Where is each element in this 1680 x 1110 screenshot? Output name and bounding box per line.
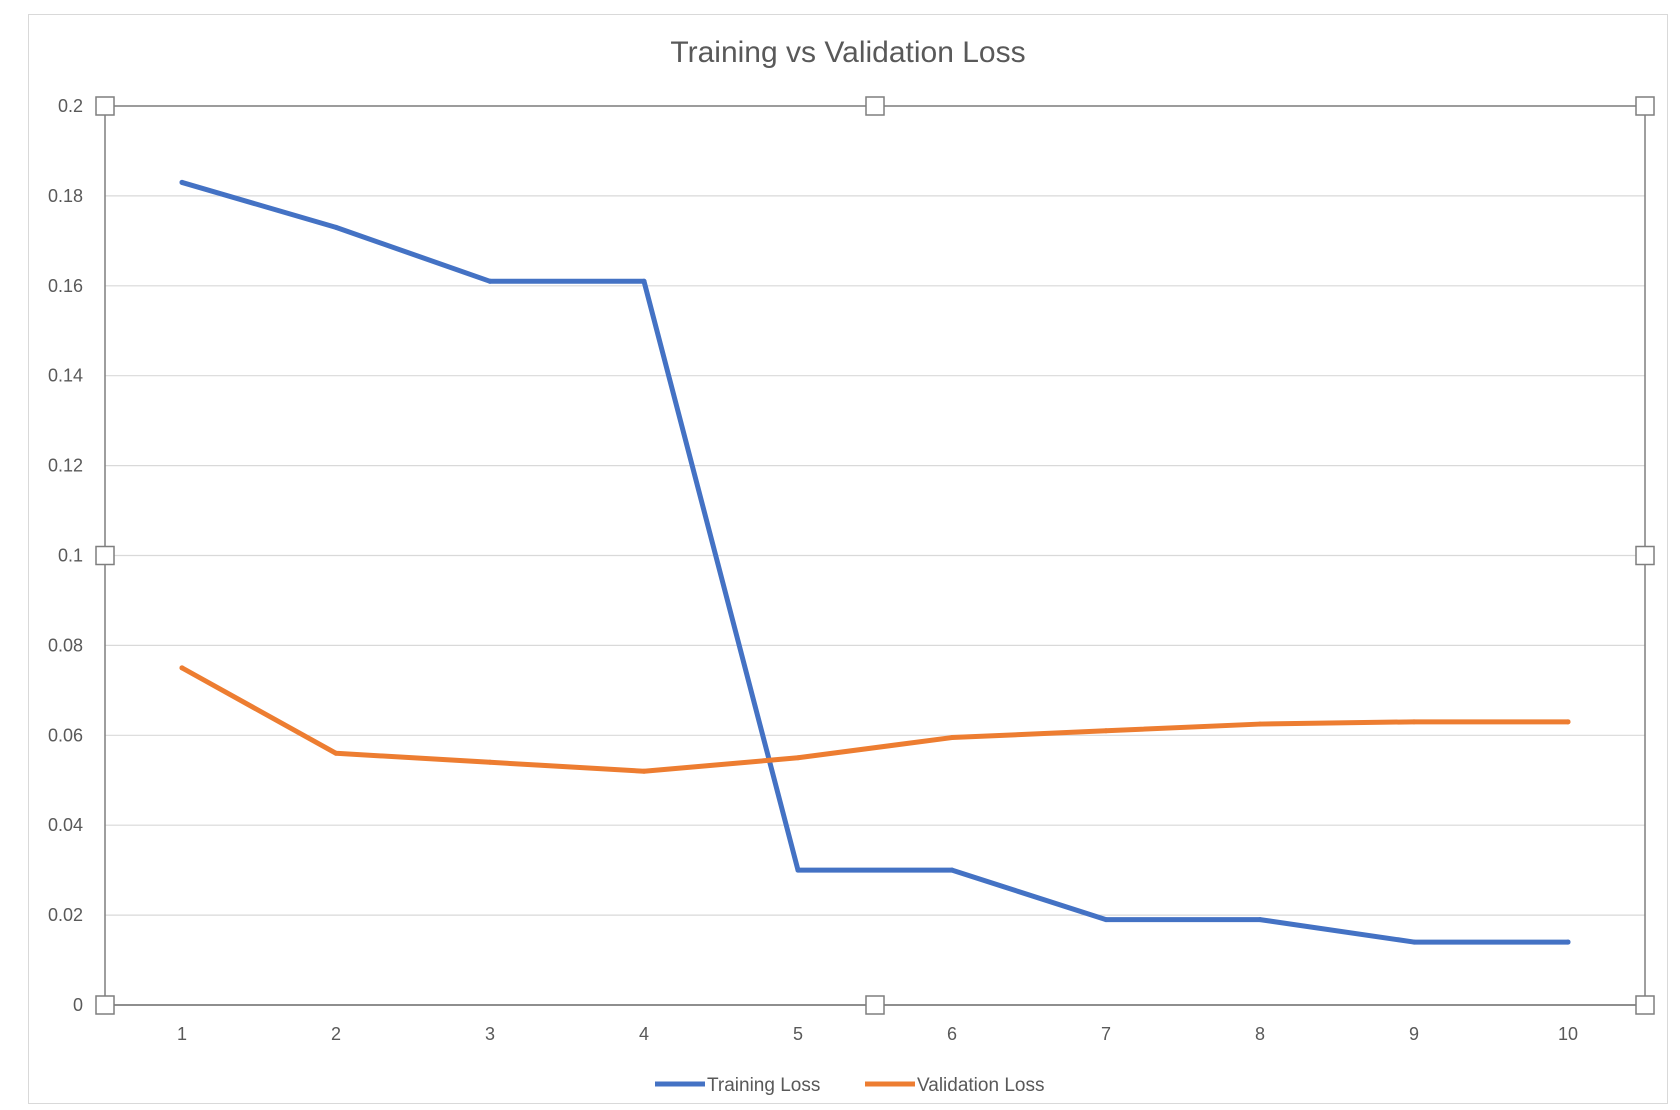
y-tick-label: 0.02: [48, 905, 83, 925]
y-tick-label: 0.18: [48, 186, 83, 206]
resize-handle[interactable]: [865, 995, 885, 1015]
data-point[interactable]: [949, 867, 955, 873]
y-tick-label: 0: [73, 995, 83, 1015]
y-tick-label: 0.16: [48, 276, 83, 296]
x-tick-label: 1: [177, 1024, 187, 1044]
y-tick-label: 0.06: [48, 725, 83, 745]
resize-handle[interactable]: [95, 545, 115, 566]
y-tick-label: 0.14: [48, 366, 83, 386]
x-tick-label: 4: [639, 1024, 649, 1044]
data-point[interactable]: [1411, 939, 1417, 945]
data-point[interactable]: [1103, 917, 1109, 923]
chart-title: Training vs Validation Loss: [670, 36, 1025, 69]
resize-handle[interactable]: [95, 995, 115, 1015]
series-lines: [179, 179, 1571, 945]
data-point[interactable]: [1257, 917, 1263, 923]
data-point[interactable]: [179, 665, 185, 671]
x-tick-label: 9: [1409, 1024, 1419, 1044]
data-point[interactable]: [487, 278, 493, 284]
data-point[interactable]: [641, 278, 647, 284]
data-point[interactable]: [1565, 719, 1571, 725]
selection-handles: [95, 96, 1655, 1015]
legend-label[interactable]: Training Loss: [707, 1075, 820, 1096]
series-line-validation-loss[interactable]: [179, 665, 1571, 774]
data-point[interactable]: [333, 750, 339, 756]
data-point[interactable]: [795, 755, 801, 761]
x-tick-label: 10: [1558, 1024, 1578, 1044]
x-axis-ticks: 1 2 3 4 5 6 7 8 9 10: [177, 1024, 1578, 1044]
x-tick-label: 3: [485, 1024, 495, 1044]
resize-handle[interactable]: [95, 96, 115, 116]
x-tick-label: 8: [1255, 1024, 1265, 1044]
resize-handle[interactable]: [1635, 995, 1655, 1015]
data-point[interactable]: [949, 735, 955, 741]
data-point[interactable]: [179, 179, 185, 185]
series-line-training-loss[interactable]: [179, 179, 1571, 945]
data-point[interactable]: [641, 768, 647, 774]
resize-handle[interactable]: [1635, 545, 1655, 566]
data-point[interactable]: [1411, 719, 1417, 725]
x-tick-label: 7: [1101, 1024, 1111, 1044]
resize-handle[interactable]: [865, 96, 885, 116]
x-tick-label: 6: [947, 1024, 957, 1044]
data-point[interactable]: [1103, 728, 1109, 734]
y-tick-label: 0.04: [48, 815, 83, 835]
y-tick-label: 0.1: [58, 546, 83, 566]
data-point[interactable]: [1257, 721, 1263, 727]
y-axis-ticks: 0 0.02 0.04 0.06 0.08 0.1 0.12 0.14 0.16 0.18 0.2: [48, 96, 83, 1015]
data-point[interactable]: [1565, 939, 1571, 945]
legend: Training Loss Validation Loss: [655, 1075, 1044, 1096]
y-tick-label: 0.2: [58, 96, 83, 116]
data-point[interactable]: [333, 224, 339, 230]
data-point[interactable]: [795, 867, 801, 873]
data-point[interactable]: [487, 759, 493, 765]
y-tick-label: 0.08: [48, 635, 83, 655]
y-tick-label: 0.12: [48, 456, 83, 476]
x-tick-label: 2: [331, 1024, 341, 1044]
legend-label[interactable]: Validation Loss: [917, 1075, 1044, 1096]
x-tick-label: 5: [793, 1024, 803, 1044]
resize-handle[interactable]: [1635, 96, 1655, 116]
